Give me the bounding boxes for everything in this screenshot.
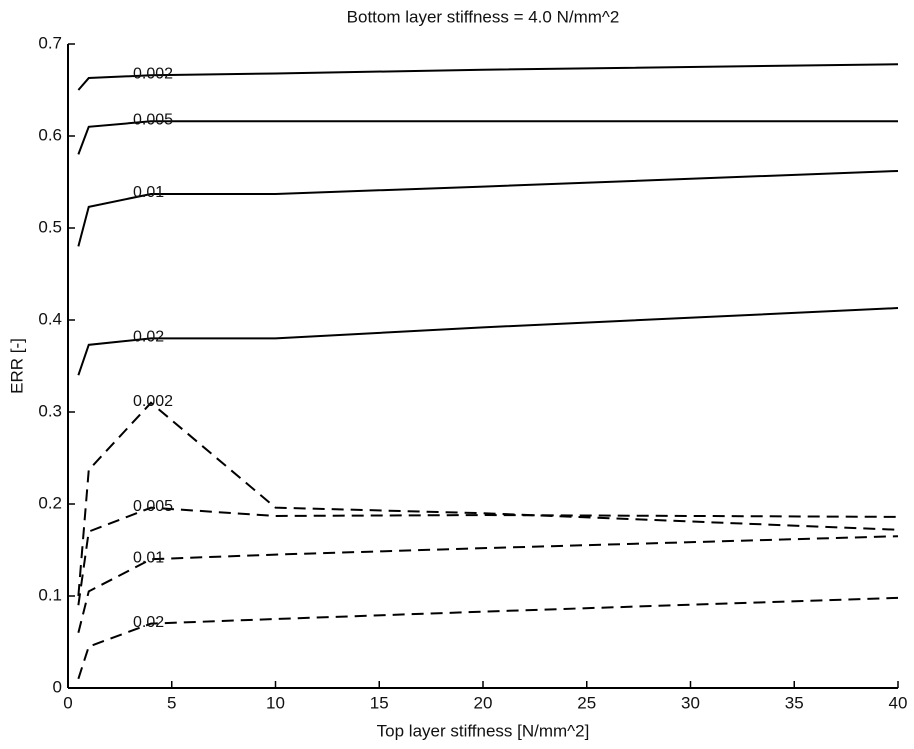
y-tick-label: 0 [53, 677, 62, 696]
x-tick-label: 15 [370, 693, 389, 712]
y-tick-label: 0.3 [38, 401, 62, 420]
y-tick-label: 0.5 [38, 217, 62, 236]
line-label: 0.002 [133, 393, 173, 410]
series-line [77, 506, 899, 606]
x-tick-label: 0 [63, 693, 72, 712]
y-tick-label: 0.1 [38, 585, 62, 604]
series-line [77, 535, 899, 634]
y-tick-label: 0.4 [38, 309, 62, 328]
series-line [77, 307, 899, 376]
line-label: 0.02 [133, 614, 164, 631]
y-tick-label: 0.7 [38, 33, 62, 52]
x-tick-label: 25 [577, 693, 596, 712]
x-tick-label: 30 [681, 693, 700, 712]
line-label: 0.02 [133, 329, 164, 346]
y-tick-label: 0.6 [38, 125, 62, 144]
series-line [77, 401, 899, 597]
x-tick-label: 5 [167, 693, 176, 712]
x-tick-label: 20 [474, 693, 493, 712]
line-label: 0.005 [133, 111, 173, 128]
line-label: 0.01 [133, 184, 164, 201]
series-line [77, 169, 899, 247]
y-axis-label: ERR [-] [7, 338, 26, 394]
line-label: 0.005 [133, 498, 173, 515]
y-tick-label: 0.2 [38, 493, 62, 512]
x-axis-label: Top layer stiffness [N/mm^2] [377, 721, 590, 740]
chart-title: Bottom layer stiffness = 4.0 N/mm^2 [347, 7, 620, 26]
series-line [77, 596, 899, 680]
x-tick-label: 35 [785, 693, 804, 712]
series-line [77, 63, 899, 91]
x-tick-label: 10 [266, 693, 285, 712]
x-tick-label: 40 [889, 693, 908, 712]
line-label: 0.01 [133, 549, 164, 566]
line-label: 0.002 [133, 65, 173, 82]
series-line [77, 120, 898, 155]
